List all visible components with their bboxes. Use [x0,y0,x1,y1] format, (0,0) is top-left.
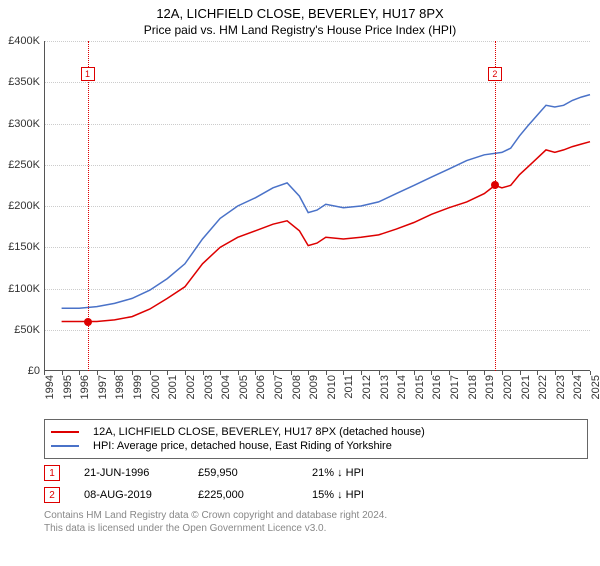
legend-swatch [51,445,79,447]
footer-line1: Contains HM Land Registry data © Crown c… [44,509,588,522]
y-tick-label: £300K [2,118,40,130]
x-tick-label: 2009 [308,375,320,399]
footer-line2: This data is licensed under the Open Gov… [44,522,588,535]
sale-num-box: 1 [44,465,60,481]
series-hpi [62,95,590,309]
sale-price: £59,950 [198,467,288,479]
x-tick-label: 2021 [520,375,532,399]
x-tick-label: 2003 [203,375,215,399]
x-tick-label: 1995 [62,375,74,399]
chart-subtitle: Price paid vs. HM Land Registry's House … [0,23,600,37]
x-tick-label: 1999 [132,375,144,399]
legend-row: 12A, LICHFIELD CLOSE, BEVERLEY, HU17 8PX… [51,426,581,438]
x-tick-label: 2020 [502,375,514,399]
x-tick-label: 2018 [467,375,479,399]
x-tick-label: 2007 [273,375,285,399]
x-tick-label: 2000 [150,375,162,399]
y-tick-label: £350K [2,76,40,88]
x-tick-label: 1998 [114,375,126,399]
y-tick-label: £50K [2,324,40,336]
x-tick-label: 2022 [537,375,549,399]
sale-delta: 15% ↓ HPI [312,489,402,501]
x-tick-label: 2024 [572,375,584,399]
y-tick-label: £150K [2,241,40,253]
legend: 12A, LICHFIELD CLOSE, BEVERLEY, HU17 8PX… [44,419,588,459]
sale-marker-box: 1 [81,67,95,81]
x-tick-label: 2001 [167,375,179,399]
sale-date: 08-AUG-2019 [84,489,174,501]
x-tick-label: 2005 [238,375,250,399]
sale-date: 21-JUN-1996 [84,467,174,479]
x-tick-label: 2017 [449,375,461,399]
sale-num-box: 2 [44,487,60,503]
x-tick-label: 2025 [590,375,600,399]
sale-marker-dot [491,181,499,189]
sale-marker-box: 2 [488,67,502,81]
chart-area: £0£50K£100K£150K£200K£250K£300K£350K£400… [44,41,590,371]
y-tick-label: £200K [2,200,40,212]
x-tick-label: 2008 [291,375,303,399]
legend-label: 12A, LICHFIELD CLOSE, BEVERLEY, HU17 8PX… [93,426,425,438]
chart-svg [44,41,590,371]
x-tick-label: 2004 [220,375,232,399]
chart-title: 12A, LICHFIELD CLOSE, BEVERLEY, HU17 8PX [0,6,600,21]
sale-delta: 21% ↓ HPI [312,467,402,479]
sale-marker-dot [84,318,92,326]
sale-marker-line [495,41,496,371]
sales-table: 1 21-JUN-1996 £59,950 21% ↓ HPI 2 08-AUG-2019… [44,465,588,503]
sale-row: 2 08-AUG-2019 £225,000 15% ↓ HPI [44,487,588,503]
x-tick-label: 2015 [414,375,426,399]
x-tick-label: 1994 [44,375,56,399]
y-tick-label: £0 [2,365,40,377]
x-tick-label: 2014 [396,375,408,399]
legend-label: HPI: Average price, detached house, East… [93,440,392,452]
x-tick-label: 1996 [79,375,91,399]
x-tick-label: 2002 [185,375,197,399]
x-tick-label: 2023 [555,375,567,399]
x-tick-label: 2006 [255,375,267,399]
x-tick-label: 2019 [484,375,496,399]
x-tick-label: 2011 [343,375,355,399]
x-tick-label: 2016 [431,375,443,399]
sale-price: £225,000 [198,489,288,501]
x-tick-label: 2013 [379,375,391,399]
x-axis-ticks: 1994 1995 1996 1997 1998 1999 2000 2001 2002 2003… [44,371,590,411]
x-tick-label: 2012 [361,375,373,399]
x-tick-label: 1997 [97,375,109,399]
legend-row: HPI: Average price, detached house, East… [51,440,581,452]
sale-row: 1 21-JUN-1996 £59,950 21% ↓ HPI [44,465,588,481]
x-tick-label: 2010 [326,375,338,399]
y-tick-label: £100K [2,283,40,295]
y-tick-label: £400K [2,35,40,47]
legend-swatch [51,431,79,433]
footer: Contains HM Land Registry data © Crown c… [44,509,588,535]
y-tick-label: £250K [2,159,40,171]
